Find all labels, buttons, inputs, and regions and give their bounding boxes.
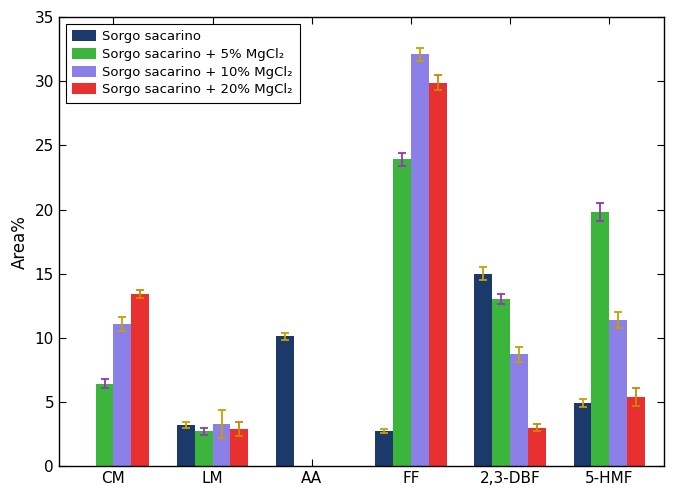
Bar bbox=[627, 397, 645, 466]
Bar bbox=[393, 160, 411, 466]
Bar bbox=[213, 424, 230, 466]
Bar bbox=[411, 54, 429, 466]
Bar bbox=[132, 294, 149, 466]
Y-axis label: Area%: Area% bbox=[11, 215, 29, 268]
Bar bbox=[574, 403, 591, 466]
Bar bbox=[475, 274, 492, 466]
Bar bbox=[375, 431, 393, 466]
Bar bbox=[230, 429, 248, 466]
Bar bbox=[195, 431, 213, 466]
Bar bbox=[591, 212, 610, 466]
Bar bbox=[528, 427, 546, 466]
Bar bbox=[492, 299, 510, 466]
Bar bbox=[510, 354, 528, 466]
Bar bbox=[96, 384, 113, 466]
Legend: Sorgo sacarino, Sorgo sacarino + 5% MgCl₂, Sorgo sacarino + 10% MgCl₂, Sorgo sac: Sorgo sacarino, Sorgo sacarino + 5% MgCl… bbox=[65, 24, 300, 103]
Bar bbox=[177, 425, 195, 466]
Bar bbox=[429, 83, 447, 466]
Bar bbox=[610, 320, 627, 466]
Bar bbox=[276, 336, 294, 466]
Bar bbox=[113, 324, 132, 466]
